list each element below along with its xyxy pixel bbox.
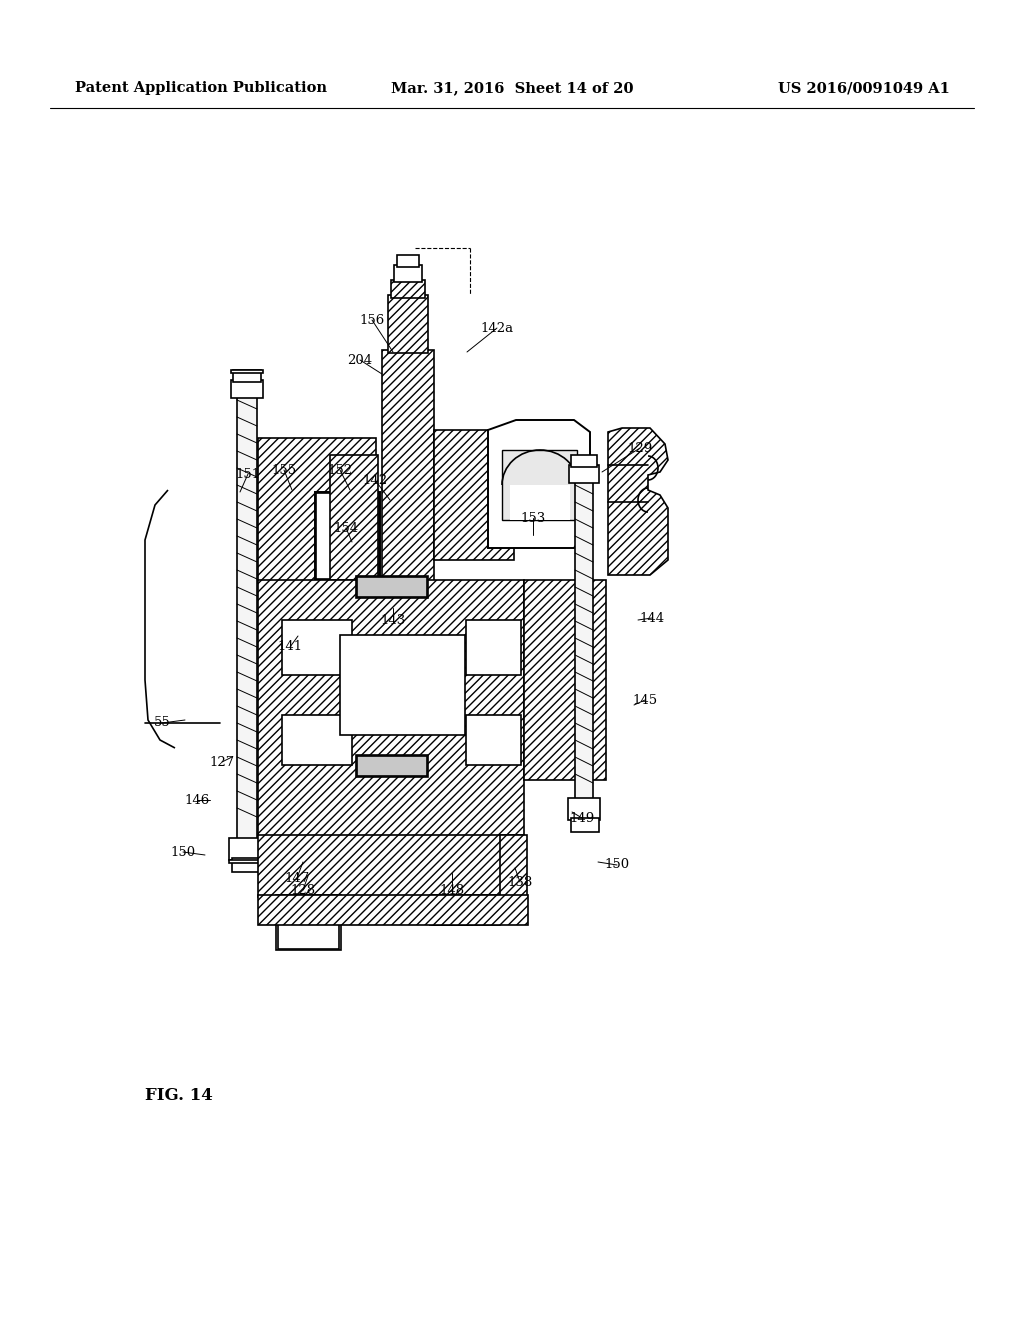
Bar	[356, 755, 428, 777]
Text: 128: 128	[291, 883, 315, 896]
Bar	[330, 455, 378, 579]
Text: 152: 152	[328, 463, 352, 477]
Bar	[382, 350, 434, 830]
Bar	[232, 858, 262, 873]
Bar	[229, 838, 265, 861]
Bar	[568, 799, 600, 820]
Bar	[394, 265, 422, 282]
Text: 151: 151	[236, 467, 260, 480]
Text: 138: 138	[507, 875, 532, 888]
Text: 155: 155	[271, 463, 297, 477]
Text: 150: 150	[170, 846, 196, 858]
Text: 142: 142	[362, 474, 387, 487]
Bar	[397, 255, 419, 267]
Bar	[229, 861, 265, 863]
Bar	[316, 492, 379, 579]
Bar	[356, 671, 428, 692]
Bar	[388, 294, 428, 352]
Text: 145: 145	[633, 693, 657, 706]
Bar	[571, 455, 597, 467]
Bar	[502, 450, 577, 520]
Bar	[282, 715, 352, 766]
Bar	[258, 836, 524, 898]
Bar	[276, 895, 341, 950]
Text: 148: 148	[439, 883, 465, 896]
Bar	[500, 836, 527, 915]
Bar	[434, 430, 514, 560]
Bar	[231, 370, 263, 374]
Text: 204: 204	[347, 354, 373, 367]
Bar	[231, 380, 263, 399]
Text: US 2016/0091049 A1: US 2016/0091049 A1	[778, 81, 950, 95]
Bar	[524, 579, 606, 780]
Bar	[258, 579, 524, 838]
Polygon shape	[608, 428, 668, 576]
Text: 55: 55	[154, 717, 170, 730]
Text: 142a: 142a	[480, 322, 514, 334]
Bar	[356, 576, 428, 598]
Text: 149: 149	[569, 812, 595, 825]
Text: 146: 146	[184, 793, 210, 807]
Bar	[571, 818, 599, 832]
Bar	[430, 895, 500, 925]
Bar	[340, 635, 465, 735]
Polygon shape	[488, 420, 590, 548]
Bar	[357, 756, 427, 776]
Text: 144: 144	[639, 611, 665, 624]
Text: 127: 127	[209, 755, 234, 768]
Text: Patent Application Publication: Patent Application Publication	[75, 81, 327, 95]
Bar	[258, 895, 528, 925]
Text: 150: 150	[604, 858, 630, 871]
Bar	[237, 395, 257, 840]
Text: Mar. 31, 2016  Sheet 14 of 20: Mar. 31, 2016 Sheet 14 of 20	[391, 81, 633, 95]
Bar	[391, 280, 425, 298]
Bar	[575, 480, 593, 800]
Text: FIG. 14: FIG. 14	[145, 1086, 213, 1104]
Bar	[569, 465, 599, 483]
Bar	[357, 671, 427, 690]
Bar	[432, 909, 472, 925]
Bar	[357, 577, 427, 597]
Bar	[315, 492, 380, 579]
Text: 154: 154	[334, 521, 358, 535]
Bar	[466, 715, 521, 766]
Bar	[233, 370, 261, 381]
Text: 156: 156	[359, 314, 385, 326]
Text: 143: 143	[380, 614, 406, 627]
Text: 153: 153	[520, 511, 546, 524]
Bar	[510, 484, 570, 520]
Text: 147: 147	[285, 871, 309, 884]
Text: 141: 141	[278, 640, 302, 653]
Bar	[466, 620, 521, 675]
Text: 129: 129	[628, 441, 652, 454]
Bar	[258, 438, 376, 583]
Bar	[278, 898, 339, 949]
Bar	[282, 620, 352, 675]
